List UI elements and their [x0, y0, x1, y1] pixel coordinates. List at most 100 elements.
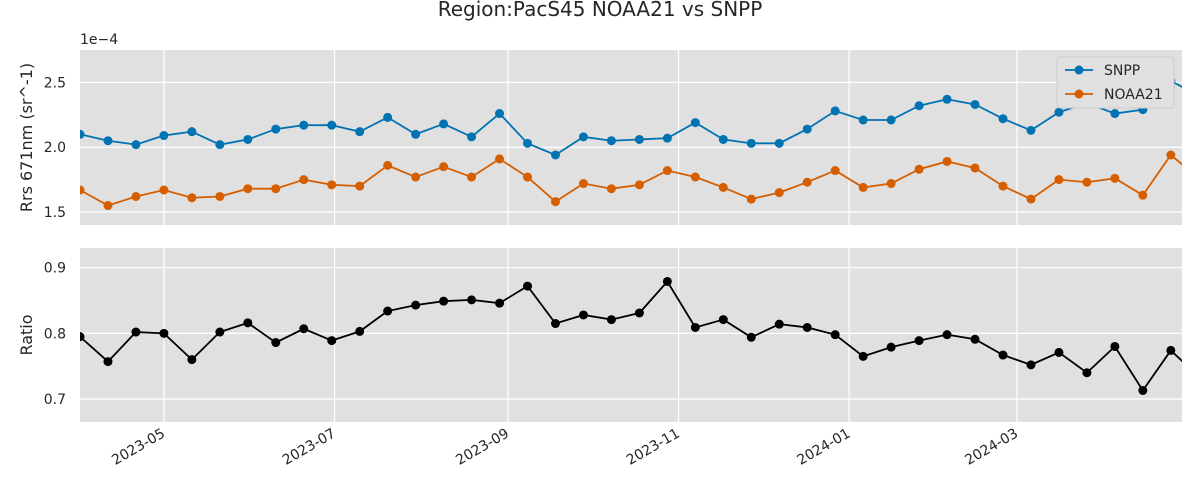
y-tick-label: 1.5	[44, 205, 66, 221]
snpp-point	[970, 99, 980, 109]
ratio-point	[1194, 372, 1200, 381]
snpp-point	[439, 119, 449, 129]
noaa21-point	[830, 166, 840, 176]
ratio-point	[606, 315, 616, 325]
noaa21-point	[439, 162, 449, 172]
noaa21-point	[690, 172, 700, 182]
snpp-point	[1026, 125, 1036, 135]
snpp-point	[942, 94, 952, 104]
ratio-point	[690, 322, 700, 332]
ratio-point	[746, 332, 756, 342]
ratio-point	[355, 326, 365, 336]
noaa21-point	[411, 172, 421, 182]
noaa21-point	[1194, 174, 1200, 183]
snpp-point	[662, 133, 672, 143]
snpp-point	[858, 115, 868, 125]
x-tick-label: 2023-07	[280, 426, 339, 469]
y-offset-label: 1e−4	[80, 32, 118, 48]
noaa21-point	[1054, 175, 1064, 185]
snpp-point	[1194, 91, 1200, 100]
noaa21-point	[103, 201, 113, 211]
snpp-point	[998, 114, 1008, 124]
ratio-point	[578, 310, 588, 320]
top-plot-background	[80, 50, 1182, 225]
x-tick-label: 2024-01	[794, 426, 853, 469]
ratio-point	[383, 306, 393, 316]
noaa21-point	[355, 181, 365, 191]
ratio-point	[523, 281, 533, 291]
noaa21-point	[550, 197, 560, 207]
ratio-point	[886, 342, 896, 352]
noaa21-point	[187, 193, 197, 203]
snpp-point	[634, 134, 644, 144]
snpp-point	[383, 112, 393, 122]
noaa21-point	[467, 172, 477, 182]
y-tick-label: 0.9	[44, 261, 66, 277]
x-tick-labels: 2023-05 2023-07 2023-09 2023-11 2024-01 2024-…	[109, 426, 1021, 469]
noaa21-point	[998, 181, 1008, 191]
noaa21-point	[746, 194, 756, 204]
chart-title: Region:PacS45 NOAA21 vs SNPP	[438, 0, 763, 21]
ratio-point	[131, 327, 141, 337]
noaa21-point	[1026, 194, 1036, 204]
ratio-point	[942, 330, 952, 340]
ratio-point	[1110, 341, 1120, 351]
snpp-point	[243, 134, 253, 144]
noaa21-point	[606, 184, 616, 194]
ratio-point	[802, 322, 812, 332]
y-tick-label: 0.7	[44, 392, 66, 408]
noaa21-point	[299, 175, 309, 185]
snpp-point	[103, 136, 113, 146]
ratio-point	[159, 328, 169, 338]
ratio-point	[1054, 347, 1064, 357]
snpp-point	[550, 150, 560, 160]
snpp-point	[690, 118, 700, 128]
ratio-point	[858, 351, 868, 361]
noaa21-point	[383, 160, 393, 170]
noaa21-point	[1110, 173, 1120, 183]
snpp-point	[578, 132, 588, 142]
noaa21-point	[634, 180, 644, 190]
ratio-point	[550, 319, 560, 329]
snpp-point	[411, 129, 421, 139]
snpp-point	[1054, 107, 1064, 117]
noaa21-point	[1166, 150, 1176, 160]
ratio-point	[243, 318, 253, 328]
snpp-point	[495, 109, 505, 119]
noaa21-point	[802, 177, 812, 187]
snpp-point	[830, 106, 840, 116]
snpp-point	[1110, 109, 1120, 119]
noaa21-point	[1138, 190, 1148, 200]
noaa21-point	[159, 185, 169, 195]
noaa21-point	[1082, 177, 1092, 187]
snpp-point	[523, 138, 533, 148]
y-tick-label: 0.8	[44, 326, 66, 342]
noaa21-point	[578, 179, 588, 189]
ratio-point	[299, 324, 309, 334]
series-clip-group	[80, 276, 1200, 395]
x-tick-label: 2023-11	[624, 426, 683, 469]
bottom-series-layer	[80, 276, 1200, 395]
noaa21-point	[886, 179, 896, 189]
snpp-point	[159, 131, 169, 141]
ratio-point	[411, 300, 421, 310]
noaa21-point	[80, 185, 85, 195]
ratio-point	[103, 357, 113, 367]
legend-label: SNPP	[1104, 63, 1140, 79]
ratio-point	[467, 295, 477, 305]
top-y-tick-labels: 1.5 2.0 2.5	[44, 75, 66, 221]
x-tick-label: 2023-05	[109, 426, 168, 469]
y-tick-label: 2.5	[44, 75, 66, 91]
noaa21-point	[914, 164, 924, 174]
bottom-panel: 0.7 0.8 0.9 Ratio	[17, 248, 1200, 422]
ratio-point	[327, 336, 337, 346]
noaa21-point	[858, 182, 868, 192]
ratio-point	[495, 298, 505, 308]
ratio-point	[662, 276, 672, 286]
snpp-point	[80, 129, 85, 139]
snpp-point	[327, 120, 337, 130]
ratio-point	[970, 334, 980, 344]
noaa21-point	[215, 191, 225, 201]
legend-label: NOAA21	[1104, 87, 1163, 103]
